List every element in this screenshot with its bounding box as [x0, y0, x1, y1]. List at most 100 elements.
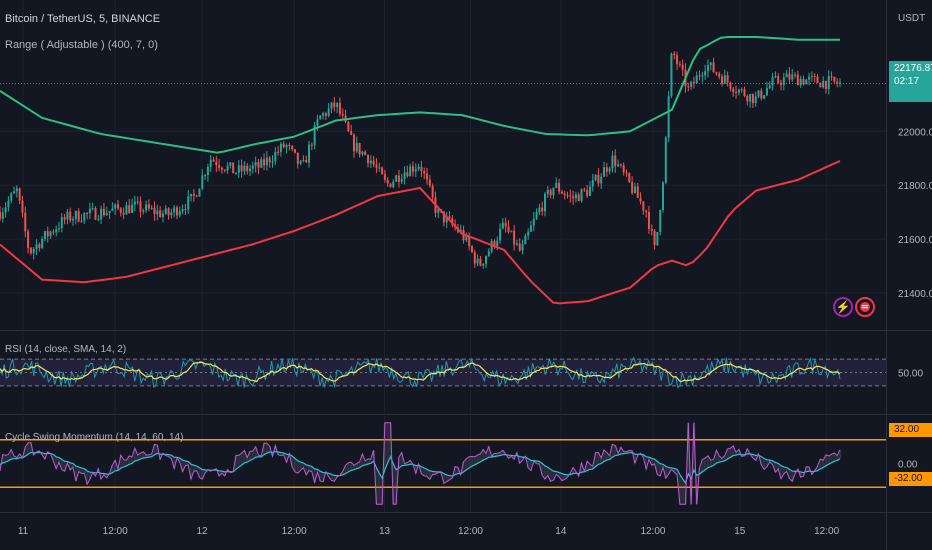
candle-body [729, 82, 732, 89]
candle-body [518, 243, 521, 251]
candle-body [91, 207, 94, 209]
candle-body [653, 230, 656, 246]
candle-body [712, 62, 715, 73]
candle-body [361, 151, 364, 155]
candle-body [187, 196, 190, 210]
candle-body [695, 75, 698, 84]
candle-body [254, 162, 257, 166]
candle-body [406, 172, 409, 177]
candle-body [291, 145, 294, 150]
candle-body [133, 201, 136, 205]
bar-countdown: 02:17 [894, 76, 920, 87]
candle-body [417, 166, 420, 170]
candle-body [86, 213, 89, 215]
candle-body [234, 172, 237, 174]
candle-body [824, 80, 827, 89]
candle-body [437, 209, 440, 213]
candle-body [310, 144, 313, 146]
candle-body [52, 231, 55, 233]
candle-body [83, 213, 86, 221]
candle-body [541, 207, 544, 212]
candle-body [322, 113, 325, 116]
candle-body [288, 144, 291, 146]
csm-upper-level-tag: 32.00 [889, 423, 932, 437]
candle-body [760, 90, 763, 99]
candle-body [341, 113, 344, 116]
candle-body [763, 95, 766, 99]
candle-body [13, 191, 16, 194]
candle-body [701, 75, 704, 77]
candle-body [723, 75, 726, 84]
bolt-icon[interactable]: ⚡ [833, 297, 853, 317]
candle-body [170, 212, 173, 216]
candle-body [378, 167, 381, 169]
candle-body [726, 75, 729, 83]
candle-body [229, 162, 232, 166]
candle-body [389, 183, 392, 188]
time-axis-label: 12:00 [814, 526, 839, 537]
candle-body [218, 165, 221, 168]
candle-body [296, 152, 299, 164]
candle-body [574, 194, 577, 199]
candle-body [122, 212, 125, 215]
candle-body [580, 189, 583, 202]
price-tick-label: 21800.00 [898, 181, 932, 192]
candle-body [192, 193, 195, 196]
rsi-legend[interactable]: RSI (14, close, SMA, 14, 2) [5, 344, 127, 355]
candle-body [150, 207, 153, 209]
candle-body [577, 194, 580, 202]
candle-body [529, 225, 532, 232]
candle-body [735, 92, 738, 94]
candle-body [4, 207, 7, 213]
candle-body [482, 263, 485, 266]
candle-body [687, 86, 690, 88]
candle-body [108, 210, 111, 213]
candle-body [265, 157, 268, 166]
indicator-legend[interactable]: Range ( Adjustable ) (400, 7, 0) [5, 39, 158, 51]
candle-body [372, 160, 375, 165]
candle-body [771, 77, 774, 86]
candle-body [690, 81, 693, 87]
candle-body [204, 175, 207, 177]
candle-body [414, 169, 417, 172]
csm-momentum-line [0, 422, 841, 505]
candle-body [116, 204, 119, 209]
candle-body [114, 204, 117, 209]
candle-body [153, 207, 156, 215]
candle-body [746, 95, 749, 102]
candle-body [198, 188, 201, 197]
candle-body [195, 195, 198, 197]
candle-body [830, 76, 833, 78]
candle-body [479, 258, 482, 266]
candle-body [41, 238, 44, 248]
candle-body [97, 219, 100, 221]
candle-body [206, 166, 209, 176]
candle-body [74, 211, 77, 219]
candle-body [810, 75, 813, 77]
candle-body [271, 161, 274, 163]
candle-body [142, 210, 145, 212]
candle-body [513, 230, 516, 245]
candle-body [32, 248, 35, 254]
candle-body [799, 78, 802, 86]
time-axis-label: 11 [18, 526, 29, 537]
csm-legend[interactable]: Cycle Swing Momentum (14, 14, 60, 14) [5, 432, 184, 443]
flag-icon[interactable] [855, 297, 875, 317]
candle-body [60, 217, 63, 229]
candle-body [367, 155, 370, 164]
symbol-legend[interactable]: Bitcoin / TetherUS, 5, BINANCE [5, 13, 161, 25]
candle-body [617, 164, 620, 167]
candle-body [633, 186, 636, 193]
candle-body [673, 53, 676, 56]
candle-body [507, 226, 510, 232]
candle-body [499, 228, 502, 241]
candle-body [313, 125, 316, 146]
candle-body [642, 201, 645, 211]
candle-body [27, 231, 30, 248]
candle-body [659, 210, 662, 232]
time-axis-label: 12 [196, 526, 208, 537]
candle-body [751, 94, 754, 104]
candle-body [69, 211, 72, 221]
candle-body [768, 85, 771, 89]
